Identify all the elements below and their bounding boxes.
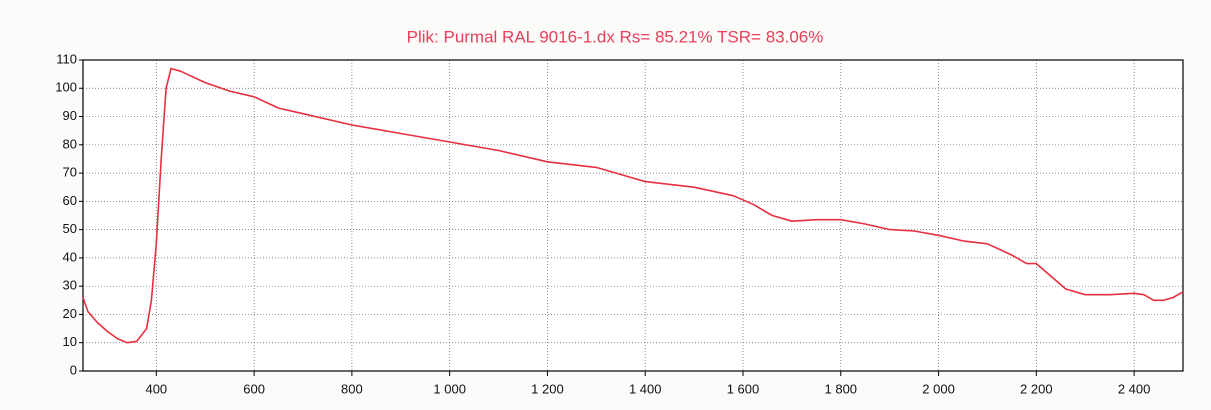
y-tick-label: 50 <box>63 221 77 236</box>
x-tick-label: 1 000 <box>433 381 466 396</box>
y-tick-label: 40 <box>63 249 77 264</box>
y-tick-label: 20 <box>63 306 77 321</box>
y-tick-label: 60 <box>63 193 77 208</box>
x-tick-label: 2 200 <box>1020 381 1053 396</box>
y-tick-label: 10 <box>63 334 77 349</box>
x-tick-label: 2 000 <box>922 381 955 396</box>
x-tick-label: 1 400 <box>629 381 662 396</box>
x-tick-label: 1 200 <box>531 381 564 396</box>
x-tick-label: 800 <box>341 381 363 396</box>
y-tick-label: 90 <box>63 108 77 123</box>
chart-title: Plik: Purmal RAL 9016-1.dx Rs= 85.21% TS… <box>407 27 824 46</box>
x-tick-label: 400 <box>145 381 167 396</box>
x-tick-label: 2 400 <box>1118 381 1151 396</box>
y-tick-label: 70 <box>63 165 77 180</box>
data-line <box>82 67 1184 344</box>
plot-area <box>83 60 1183 371</box>
x-tick-label: 1 600 <box>727 381 760 396</box>
x-tick-label: 600 <box>243 381 265 396</box>
y-tick-label: 110 <box>56 51 77 66</box>
y-tick-label: 0 <box>70 362 77 377</box>
x-tick-label: 1 800 <box>825 381 858 396</box>
y-tick-label: 80 <box>63 136 77 151</box>
y-tick-label: 30 <box>63 278 77 293</box>
y-tick-label: 100 <box>55 80 77 95</box>
plot-frame <box>82 59 1184 372</box>
